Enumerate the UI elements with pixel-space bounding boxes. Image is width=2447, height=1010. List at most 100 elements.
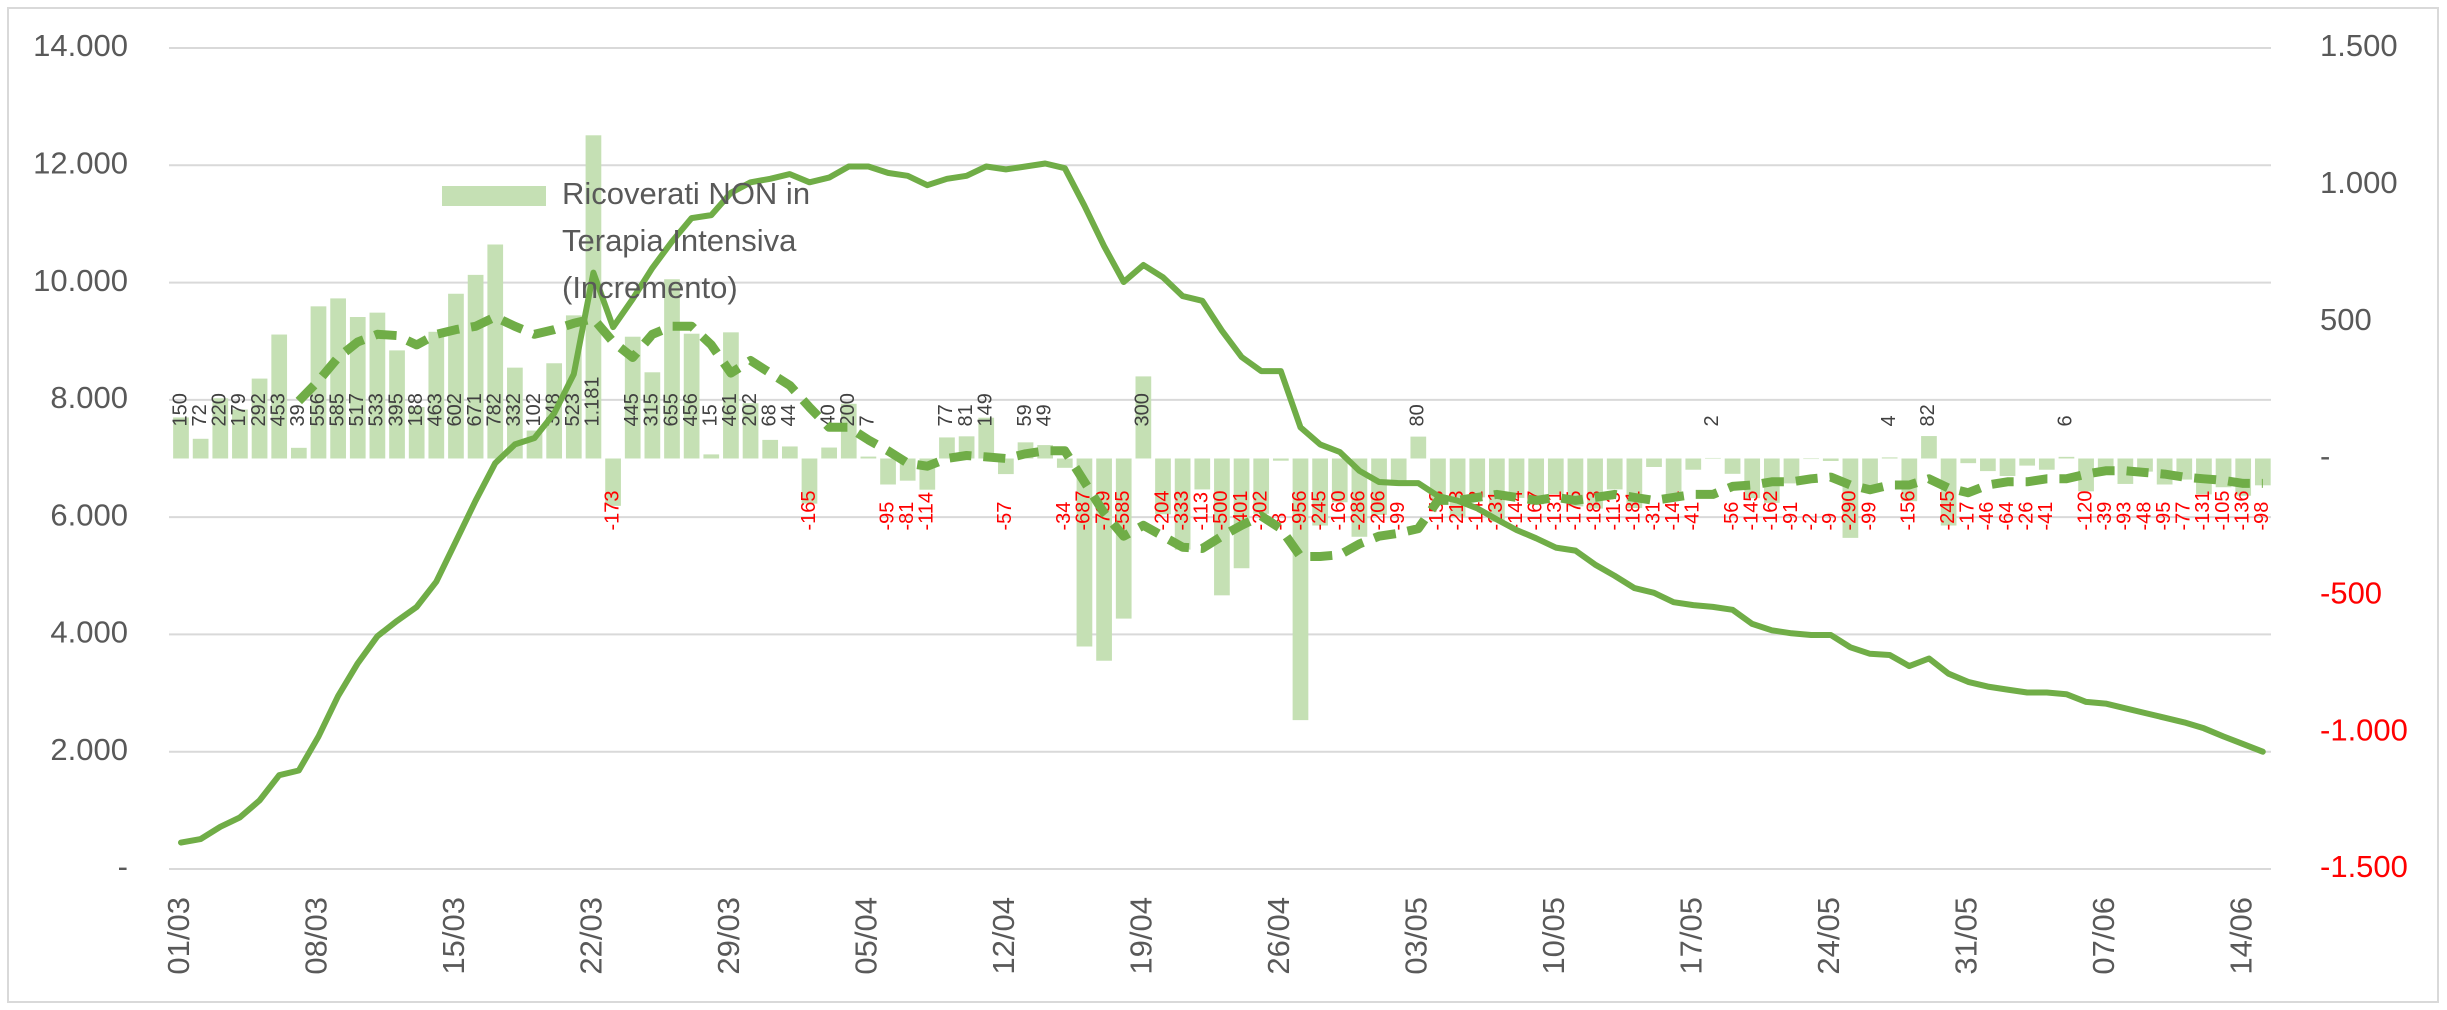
bar bbox=[192, 438, 209, 459]
bar bbox=[1940, 458, 1957, 526]
data-label: 585 bbox=[326, 393, 348, 426]
bar bbox=[1646, 458, 1662, 467]
data-label: 81 bbox=[955, 404, 977, 426]
data-label: 40 bbox=[817, 404, 839, 426]
bar bbox=[1135, 376, 1152, 459]
bar bbox=[1901, 458, 1918, 502]
bar bbox=[2078, 458, 2094, 492]
y-tick-label: 12.000 bbox=[33, 145, 128, 180]
bar bbox=[1174, 458, 1191, 550]
x-tick-label: 19/04 bbox=[1124, 897, 1159, 975]
bar bbox=[212, 398, 229, 459]
data-label: -95 bbox=[876, 502, 898, 531]
y2-tick-label: - bbox=[2320, 439, 2330, 474]
bar bbox=[1685, 458, 1702, 470]
data-label: -77 bbox=[2173, 502, 2195, 531]
data-label: -162 bbox=[1760, 490, 1782, 530]
data-label: 7 bbox=[857, 415, 879, 426]
bar bbox=[1469, 458, 1486, 498]
bar bbox=[349, 317, 366, 459]
data-label: 1.181 bbox=[582, 376, 604, 426]
data-label: -687 bbox=[1073, 490, 1095, 530]
bar bbox=[330, 298, 346, 459]
data-label: 533 bbox=[366, 393, 388, 426]
bar bbox=[703, 454, 720, 459]
x-tick-label: 29/03 bbox=[711, 897, 746, 975]
data-label: 315 bbox=[641, 393, 663, 426]
data-label: -165 bbox=[798, 490, 820, 530]
data-label: 39 bbox=[287, 404, 309, 426]
bar bbox=[2019, 458, 2036, 466]
data-label: -64 bbox=[1996, 502, 2018, 531]
data-label: 395 bbox=[385, 393, 407, 426]
bar bbox=[1508, 458, 1525, 498]
data-label: -31 bbox=[1642, 502, 1664, 531]
bar bbox=[2254, 458, 2271, 486]
data-label: -57 bbox=[994, 502, 1016, 531]
data-label: 4 bbox=[1878, 415, 1900, 426]
data-label: -204 bbox=[1151, 490, 1173, 530]
data-label: -2 bbox=[1799, 513, 1821, 531]
data-label: -81 bbox=[896, 502, 918, 531]
bar bbox=[644, 372, 661, 459]
bar bbox=[939, 437, 955, 459]
x-tick-label: 14/06 bbox=[2223, 897, 2258, 975]
data-label: -46 bbox=[1976, 502, 1998, 531]
legend-swatch bbox=[442, 186, 546, 206]
data-label: -333 bbox=[1171, 490, 1193, 530]
bar bbox=[251, 378, 268, 459]
data-label: -105 bbox=[2212, 490, 2234, 530]
data-label: 463 bbox=[425, 393, 447, 426]
data-label: 59 bbox=[1014, 404, 1036, 426]
data-label: 445 bbox=[621, 393, 643, 426]
bar bbox=[1803, 458, 1819, 460]
data-label: 556 bbox=[307, 393, 329, 426]
bar bbox=[369, 312, 386, 459]
data-label: 202 bbox=[739, 393, 761, 426]
y-tick-label: 4.000 bbox=[50, 615, 128, 650]
data-label: -131 bbox=[2192, 490, 2214, 530]
data-label: -500 bbox=[1210, 490, 1232, 530]
bar bbox=[1331, 458, 1348, 503]
data-label: -136 bbox=[2231, 490, 2253, 530]
bar bbox=[1705, 457, 1721, 459]
bar bbox=[1037, 445, 1054, 459]
data-label: 6 bbox=[2055, 415, 2077, 426]
data-label: -99 bbox=[1387, 502, 1409, 531]
data-label: -120 bbox=[2074, 490, 2096, 530]
bar bbox=[1547, 458, 1564, 495]
bar bbox=[1390, 458, 1407, 486]
bar bbox=[173, 417, 189, 459]
bar bbox=[821, 447, 837, 459]
bar bbox=[408, 407, 425, 459]
bar bbox=[978, 417, 995, 459]
bar bbox=[762, 439, 779, 459]
bar bbox=[1233, 458, 1250, 569]
data-label: -286 bbox=[1348, 490, 1370, 530]
bar bbox=[683, 333, 700, 459]
bar bbox=[1921, 436, 1937, 459]
data-label: -93 bbox=[2114, 502, 2136, 531]
data-label: 461 bbox=[719, 393, 741, 426]
data-label: 68 bbox=[758, 404, 780, 426]
bar bbox=[1056, 458, 1073, 468]
bar bbox=[2215, 458, 2232, 488]
bar bbox=[1155, 458, 1171, 515]
x-tick-label: 03/05 bbox=[1399, 897, 1434, 975]
data-label: -41 bbox=[1682, 502, 1704, 531]
bar bbox=[1999, 458, 2016, 477]
bar bbox=[1312, 458, 1328, 526]
bar bbox=[2097, 458, 2114, 470]
bar bbox=[624, 336, 641, 459]
bar bbox=[1214, 458, 1230, 596]
bar bbox=[2235, 458, 2252, 496]
data-label: -585 bbox=[1112, 490, 1134, 530]
bar bbox=[801, 458, 818, 504]
bar bbox=[1292, 458, 1309, 721]
x-tick-label: 22/03 bbox=[574, 897, 609, 975]
data-label: -48 bbox=[2133, 502, 2155, 531]
data-label: -56 bbox=[1721, 502, 1743, 531]
bar bbox=[1410, 436, 1427, 459]
line bbox=[295, 312, 2263, 561]
